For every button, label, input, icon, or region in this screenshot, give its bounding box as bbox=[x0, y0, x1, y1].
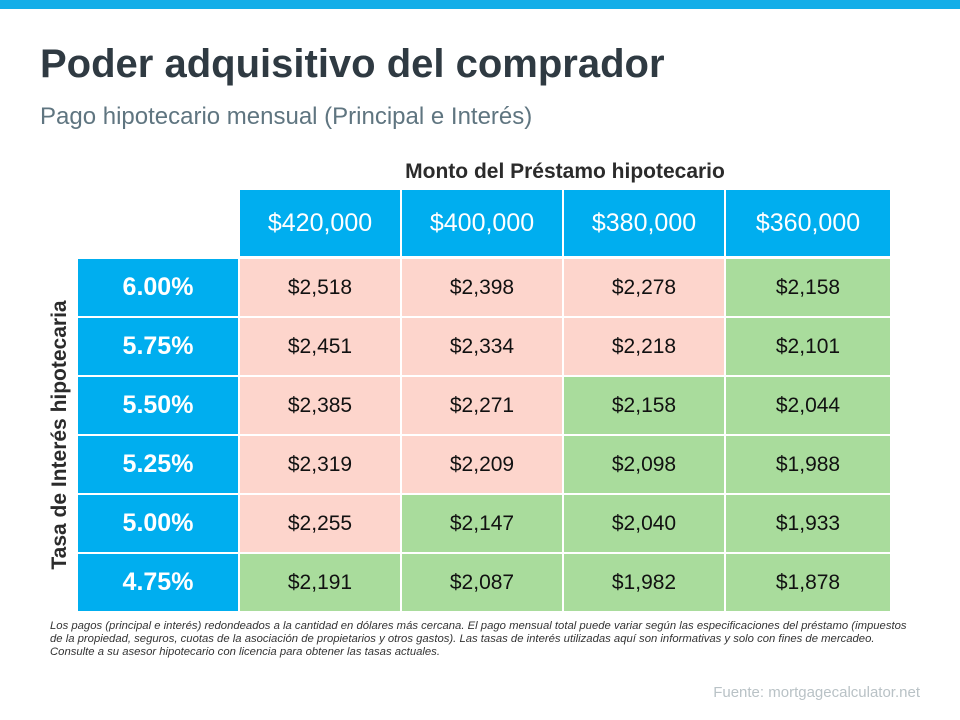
top-accent-bar bbox=[0, 0, 960, 9]
payment-cell: $2,385 bbox=[240, 377, 400, 434]
payment-cell: $2,451 bbox=[240, 318, 400, 375]
payment-cell: $2,098 bbox=[564, 436, 724, 493]
payment-cell: $2,191 bbox=[240, 554, 400, 611]
payment-cell: $2,518 bbox=[240, 259, 400, 316]
page-title: Poder adquisitivo del comprador bbox=[40, 42, 665, 86]
column-header: $360,000 bbox=[726, 190, 890, 256]
payment-cell: $2,209 bbox=[402, 436, 562, 493]
footnote: Los pagos (principal e interés) redondea… bbox=[50, 620, 907, 658]
payment-cell: $2,398 bbox=[402, 259, 562, 316]
payment-cell: $1,878 bbox=[726, 554, 890, 611]
payment-cell: $1,988 bbox=[726, 436, 890, 493]
payment-cell: $2,040 bbox=[564, 495, 724, 552]
row-header-rate: 5.50% bbox=[78, 377, 238, 434]
column-axis-title: Monto del Préstamo hipotecario bbox=[405, 160, 725, 183]
row-header-rate: 5.00% bbox=[78, 495, 238, 552]
row-axis-title: Tasa de Interés hipotecaria bbox=[48, 300, 71, 570]
payment-cell: $2,278 bbox=[564, 259, 724, 316]
row-header-rate: 5.75% bbox=[78, 318, 238, 375]
payment-cell: $2,271 bbox=[402, 377, 562, 434]
column-header: $400,000 bbox=[402, 190, 562, 256]
payment-cell: $2,255 bbox=[240, 495, 400, 552]
source-credit: Fuente: mortgagecalculator.net bbox=[713, 684, 920, 701]
payment-cell: $2,319 bbox=[240, 436, 400, 493]
payment-cell: $2,147 bbox=[402, 495, 562, 552]
payment-cell: $2,101 bbox=[726, 318, 890, 375]
column-header: $420,000 bbox=[240, 190, 400, 256]
column-header: $380,000 bbox=[564, 190, 724, 256]
row-header-rate: 5.25% bbox=[78, 436, 238, 493]
payment-cell: $1,933 bbox=[726, 495, 890, 552]
payment-cell: $2,158 bbox=[564, 377, 724, 434]
payment-cell: $2,334 bbox=[402, 318, 562, 375]
row-header-rate: 4.75% bbox=[78, 554, 238, 611]
payment-cell: $2,087 bbox=[402, 554, 562, 611]
row-header-rate: 6.00% bbox=[78, 259, 238, 316]
payment-cell: $1,982 bbox=[564, 554, 724, 611]
payment-cell: $2,044 bbox=[726, 377, 890, 434]
page-subtitle: Pago hipotecario mensual (Principal e In… bbox=[40, 103, 533, 130]
payment-cell: $2,218 bbox=[564, 318, 724, 375]
payment-cell: $2,158 bbox=[726, 259, 890, 316]
